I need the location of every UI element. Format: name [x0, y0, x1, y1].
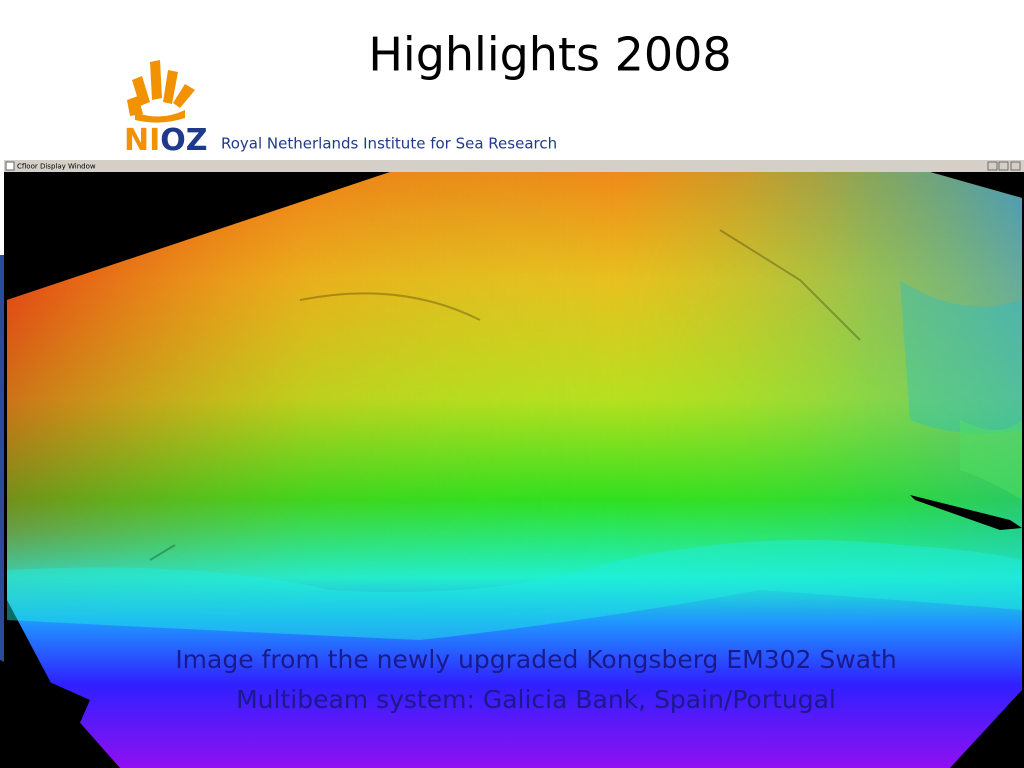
caption: Image from the newly upgraded Kongsberg … [175, 645, 896, 714]
window-titlebar [4, 160, 1024, 172]
logo-text-right: OZ [160, 123, 207, 158]
display-window: Cfloor Display Window [0, 160, 1024, 768]
slide-edge [0, 255, 5, 768]
close-button[interactable] [1010, 161, 1021, 171]
maximize-button[interactable] [998, 161, 1009, 171]
institute-name: Royal Netherlands Institute for Sea Rese… [221, 135, 557, 153]
bathymetry-image [0, 172, 1022, 768]
window-icon [5, 161, 15, 171]
slide-title: Highlights 2008 [368, 28, 731, 82]
minimize-button[interactable] [987, 161, 998, 171]
caption-line: Image from the newly upgraded Kongsberg … [175, 645, 896, 674]
logo-text-left: NI [124, 123, 160, 158]
logo: NIOZ Royal Netherlands Institute for Sea… [124, 60, 557, 158]
caption-line: Multibeam system: Galicia Bank, Spain/Po… [236, 685, 836, 714]
window-title: Cfloor Display Window [17, 163, 96, 171]
logo-text: NIOZ [124, 123, 208, 158]
